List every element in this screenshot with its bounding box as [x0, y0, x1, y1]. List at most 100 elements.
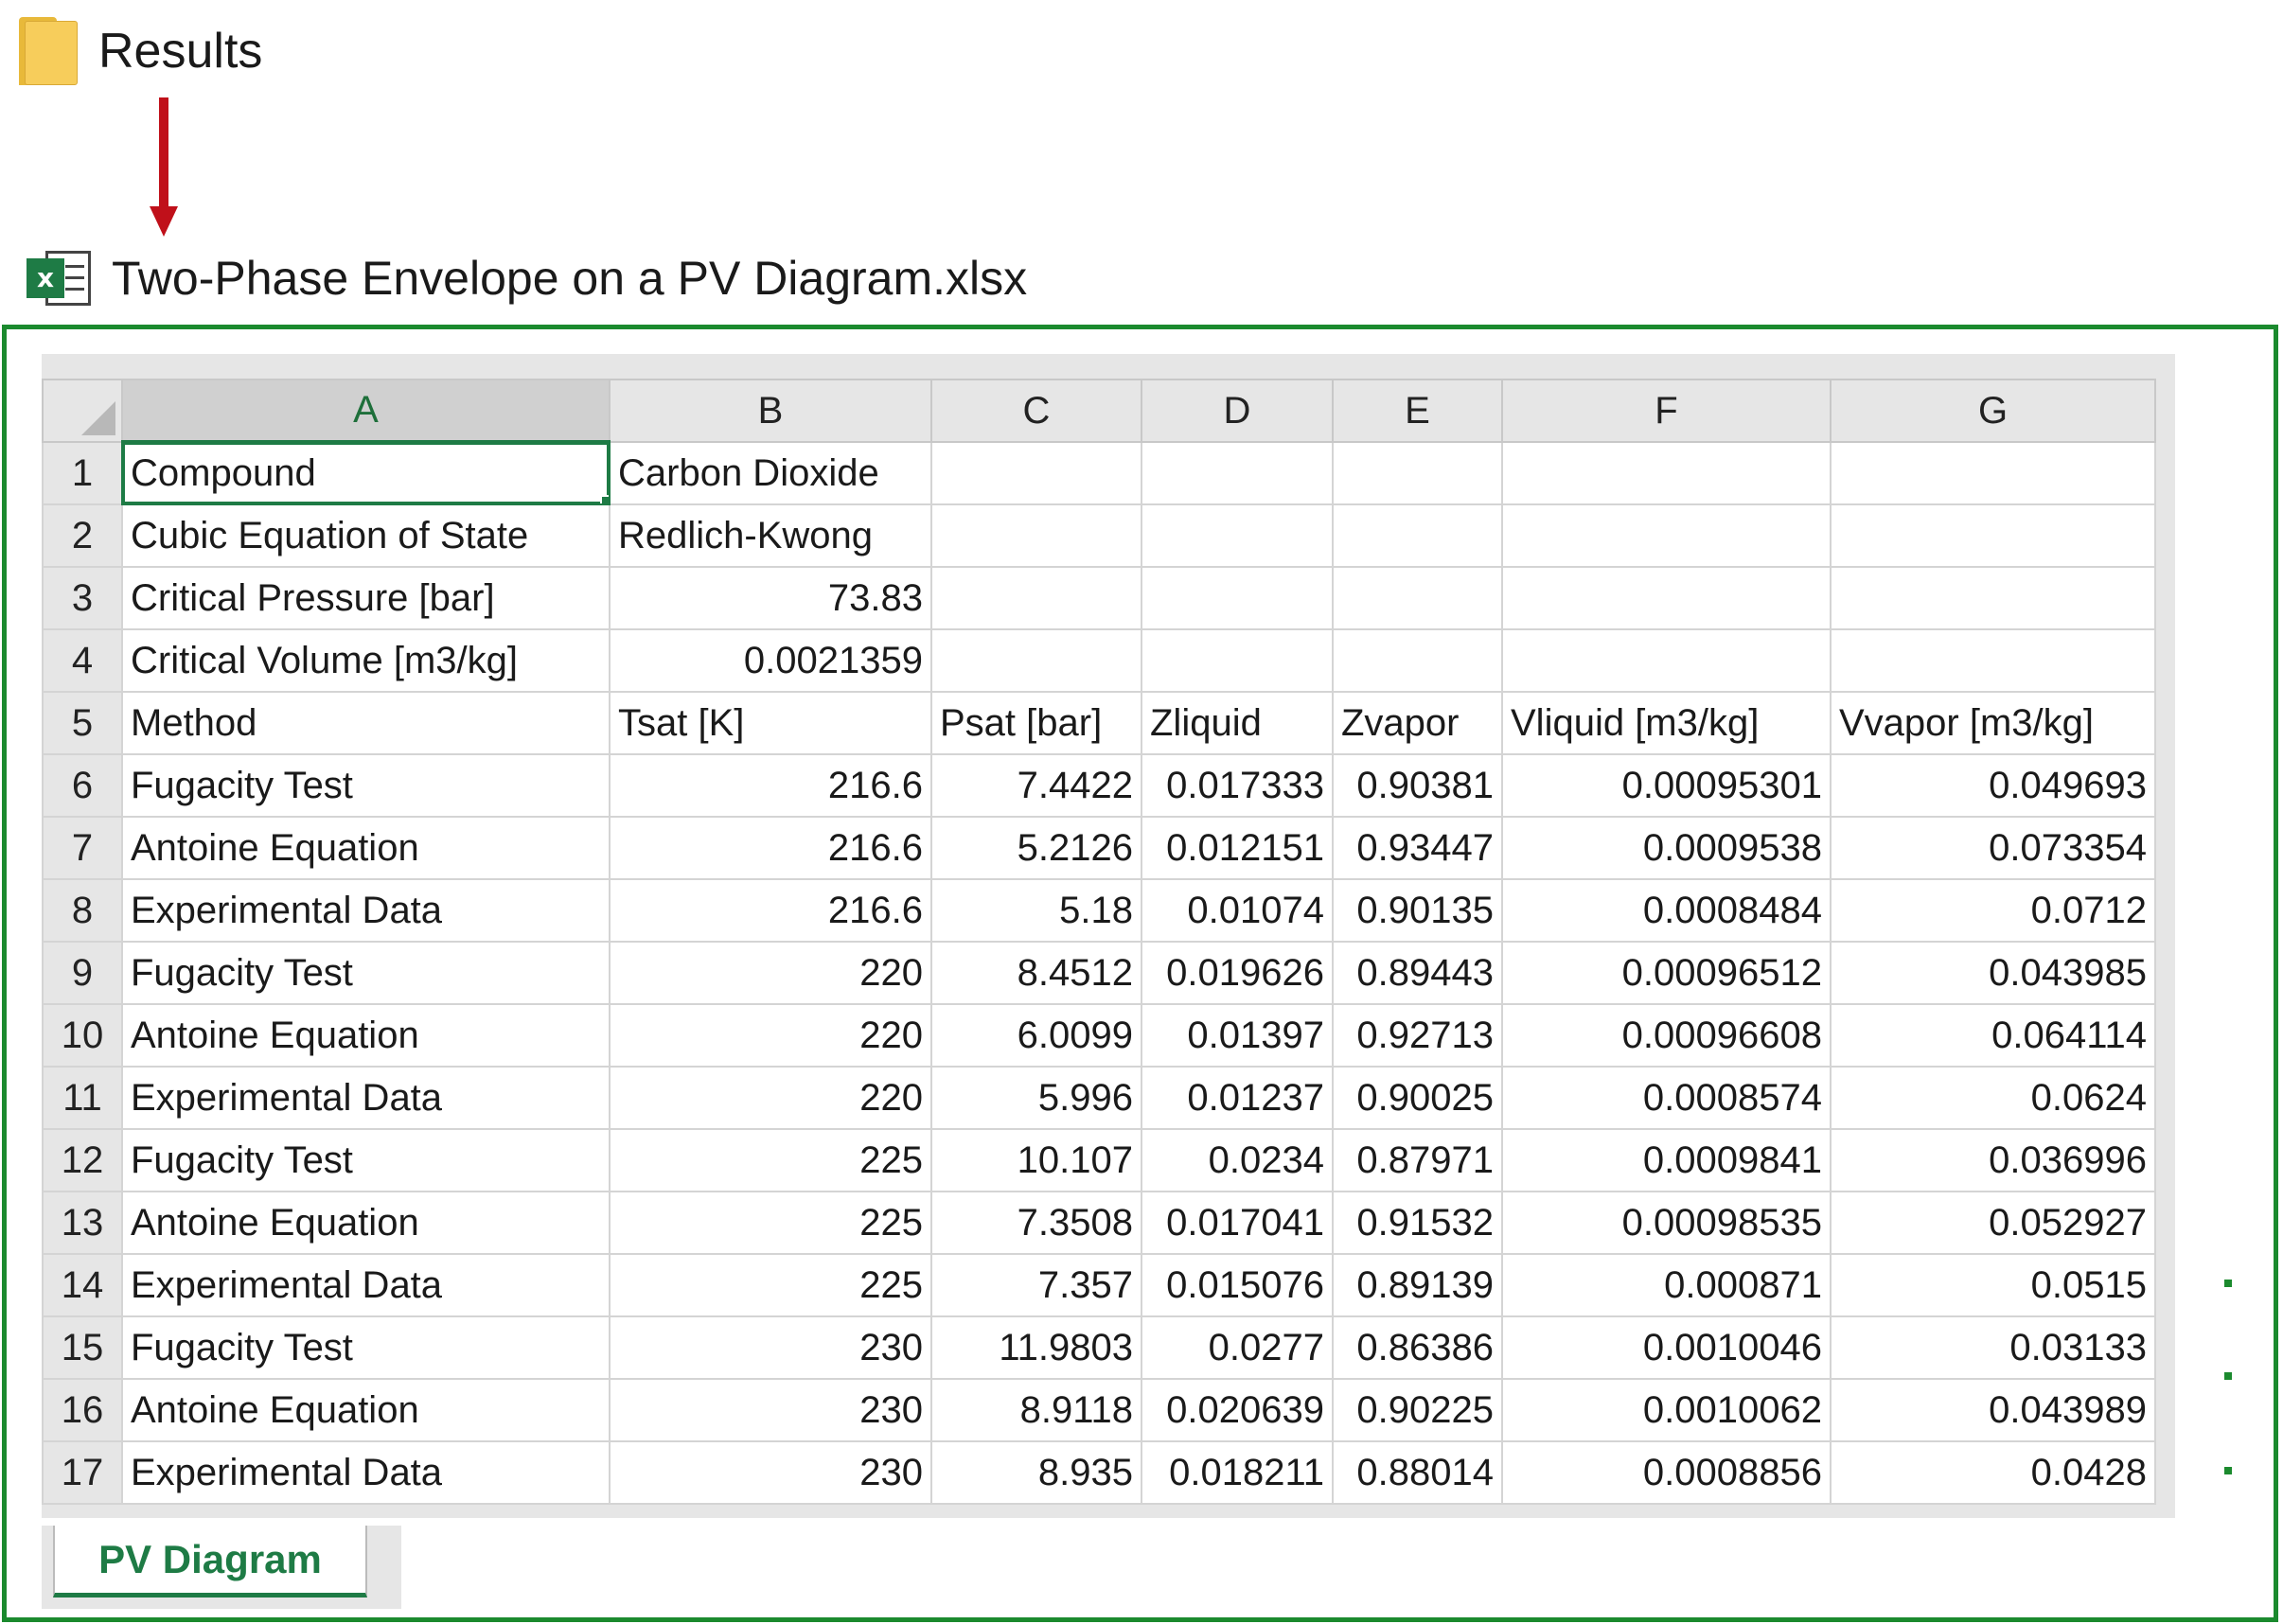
cell-b12[interactable]: 225: [609, 1128, 932, 1192]
row-header[interactable]: 9: [42, 941, 123, 1005]
cell-b16[interactable]: 230: [609, 1378, 932, 1442]
cell-c3[interactable]: [930, 566, 1142, 630]
column-header-a[interactable]: A: [121, 379, 611, 444]
select-all-corner[interactable]: [42, 379, 123, 443]
cell-e14[interactable]: 0.89139: [1332, 1253, 1503, 1317]
row-header[interactable]: 1: [42, 441, 123, 505]
cell-a5[interactable]: Method: [121, 691, 611, 755]
cell-g1[interactable]: [1830, 441, 2156, 505]
row-header[interactable]: 8: [42, 878, 123, 943]
cell-g16[interactable]: 0.043989: [1830, 1378, 2156, 1442]
cell-c4[interactable]: [930, 628, 1142, 693]
cell-c1[interactable]: [930, 441, 1142, 505]
cell-c2[interactable]: [930, 503, 1142, 568]
cell-d17[interactable]: 0.018211: [1141, 1440, 1334, 1505]
cell-a6[interactable]: Fugacity Test: [121, 753, 611, 818]
row-header[interactable]: 6: [42, 753, 123, 818]
cell-g17[interactable]: 0.0428: [1830, 1440, 2156, 1505]
cell-g9[interactable]: 0.043985: [1830, 941, 2156, 1005]
cell-d10[interactable]: 0.01397: [1141, 1003, 1334, 1068]
cell-d16[interactable]: 0.020639: [1141, 1378, 1334, 1442]
cell-b6[interactable]: 216.6: [609, 753, 932, 818]
cell-g5[interactable]: Vvapor [m3/kg]: [1830, 691, 2156, 755]
cell-g8[interactable]: 0.0712: [1830, 878, 2156, 943]
cell-f4[interactable]: [1501, 628, 1832, 693]
cell-e11[interactable]: 0.90025: [1332, 1066, 1503, 1130]
cell-a2[interactable]: Cubic Equation of State: [121, 503, 611, 568]
column-header-d[interactable]: D: [1141, 379, 1334, 443]
cell-b4[interactable]: 0.0021359: [609, 628, 932, 693]
cell-c12[interactable]: 10.107: [930, 1128, 1142, 1192]
cell-b7[interactable]: 216.6: [609, 816, 932, 880]
cell-e15[interactable]: 0.86386: [1332, 1315, 1503, 1380]
column-header-e[interactable]: E: [1332, 379, 1503, 443]
cell-f13[interactable]: 0.00098535: [1501, 1191, 1832, 1255]
row-header[interactable]: 17: [42, 1440, 123, 1505]
cell-b9[interactable]: 220: [609, 941, 932, 1005]
cell-a16[interactable]: Antoine Equation: [121, 1378, 611, 1442]
cell-c9[interactable]: 8.4512: [930, 941, 1142, 1005]
cell-g3[interactable]: [1830, 566, 2156, 630]
cell-a3[interactable]: Critical Pressure [bar]: [121, 566, 611, 630]
cell-g4[interactable]: [1830, 628, 2156, 693]
cell-a13[interactable]: Antoine Equation: [121, 1191, 611, 1255]
cell-f15[interactable]: 0.0010046: [1501, 1315, 1832, 1380]
cell-b5[interactable]: Tsat [K]: [609, 691, 932, 755]
row-header[interactable]: 3: [42, 566, 123, 630]
cell-f8[interactable]: 0.0008484: [1501, 878, 1832, 943]
column-header-b[interactable]: B: [609, 379, 932, 443]
cell-b11[interactable]: 220: [609, 1066, 932, 1130]
cell-c8[interactable]: 5.18: [930, 878, 1142, 943]
cell-d5[interactable]: Zliquid: [1141, 691, 1334, 755]
cell-d8[interactable]: 0.01074: [1141, 878, 1334, 943]
cell-a12[interactable]: Fugacity Test: [121, 1128, 611, 1192]
cell-e2[interactable]: [1332, 503, 1503, 568]
cell-f2[interactable]: [1501, 503, 1832, 568]
row-header[interactable]: 16: [42, 1378, 123, 1442]
cell-f10[interactable]: 0.00096608: [1501, 1003, 1832, 1068]
cell-a15[interactable]: Fugacity Test: [121, 1315, 611, 1380]
cell-c7[interactable]: 5.2126: [930, 816, 1142, 880]
cell-b15[interactable]: 230: [609, 1315, 932, 1380]
cell-g11[interactable]: 0.0624: [1830, 1066, 2156, 1130]
cell-c5[interactable]: Psat [bar]: [930, 691, 1142, 755]
cell-d1[interactable]: [1141, 441, 1334, 505]
cell-f6[interactable]: 0.00095301: [1501, 753, 1832, 818]
cell-e8[interactable]: 0.90135: [1332, 878, 1503, 943]
column-header-f[interactable]: F: [1501, 379, 1832, 443]
cell-e12[interactable]: 0.87971: [1332, 1128, 1503, 1192]
cell-c6[interactable]: 7.4422: [930, 753, 1142, 818]
cell-e16[interactable]: 0.90225: [1332, 1378, 1503, 1442]
cell-d15[interactable]: 0.0277: [1141, 1315, 1334, 1380]
cell-e1[interactable]: [1332, 441, 1503, 505]
cell-f17[interactable]: 0.0008856: [1501, 1440, 1832, 1505]
cell-f11[interactable]: 0.0008574: [1501, 1066, 1832, 1130]
cell-c15[interactable]: 11.9803: [930, 1315, 1142, 1380]
cell-c16[interactable]: 8.9118: [930, 1378, 1142, 1442]
cell-e13[interactable]: 0.91532: [1332, 1191, 1503, 1255]
cell-f7[interactable]: 0.0009538: [1501, 816, 1832, 880]
row-header[interactable]: 4: [42, 628, 123, 693]
column-header-g[interactable]: G: [1830, 379, 2156, 443]
cell-e4[interactable]: [1332, 628, 1503, 693]
cell-a7[interactable]: Antoine Equation: [121, 816, 611, 880]
cell-g2[interactable]: [1830, 503, 2156, 568]
row-header[interactable]: 2: [42, 503, 123, 568]
cell-b14[interactable]: 225: [609, 1253, 932, 1317]
cell-d7[interactable]: 0.012151: [1141, 816, 1334, 880]
cell-d9[interactable]: 0.019626: [1141, 941, 1334, 1005]
cell-b13[interactable]: 225: [609, 1191, 932, 1255]
cell-d3[interactable]: [1141, 566, 1334, 630]
cell-c14[interactable]: 7.357: [930, 1253, 1142, 1317]
cell-c13[interactable]: 7.3508: [930, 1191, 1142, 1255]
cell-a11[interactable]: Experimental Data: [121, 1066, 611, 1130]
cell-d12[interactable]: 0.0234: [1141, 1128, 1334, 1192]
cell-a9[interactable]: Fugacity Test: [121, 941, 611, 1005]
excel-file[interactable]: x Two-Phase Envelope on a PV Diagram.xls…: [27, 237, 1027, 320]
cell-f16[interactable]: 0.0010062: [1501, 1378, 1832, 1442]
cell-f14[interactable]: 0.000871: [1501, 1253, 1832, 1317]
cell-g6[interactable]: 0.049693: [1830, 753, 2156, 818]
cell-a1[interactable]: Compound: [121, 441, 611, 505]
row-header[interactable]: 13: [42, 1191, 123, 1255]
cell-f12[interactable]: 0.0009841: [1501, 1128, 1832, 1192]
